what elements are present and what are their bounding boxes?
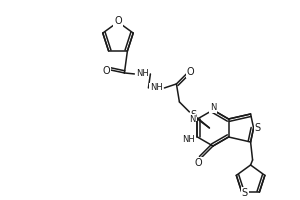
Text: O: O <box>103 66 110 76</box>
Text: S: S <box>254 123 261 133</box>
Text: N: N <box>189 114 196 123</box>
Text: NH: NH <box>150 83 163 92</box>
Text: S: S <box>190 110 196 120</box>
Text: NH: NH <box>182 134 195 144</box>
Text: O: O <box>187 67 194 77</box>
Text: NH: NH <box>136 69 149 78</box>
Text: N: N <box>210 104 216 112</box>
Text: O: O <box>194 158 202 168</box>
Text: O: O <box>114 16 122 26</box>
Text: S: S <box>242 188 248 198</box>
